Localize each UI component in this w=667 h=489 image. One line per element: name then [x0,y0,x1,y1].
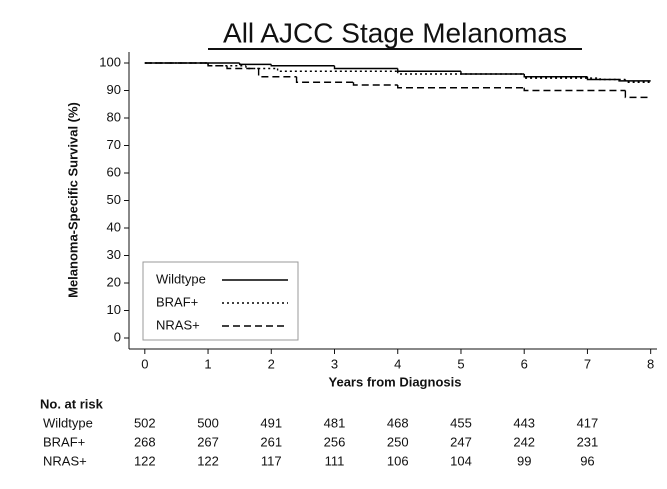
survival-step [207,63,228,67]
survival-step [270,64,335,67]
survival-step [352,82,398,86]
legend-box [142,261,299,341]
y-tick-label: 30 [107,247,121,262]
survival-step [586,76,620,81]
y-tick-label: 100 [99,54,121,69]
risk-row-label: BRAF+ [43,434,85,449]
survival-step [226,65,259,70]
x-tick-label: 1 [204,356,211,371]
x-tick-label: 2 [268,356,275,371]
y-tick-label: 70 [107,137,121,152]
risk-count: 468 [387,415,409,430]
survival-step [599,78,626,81]
y-tick-label: 50 [107,192,121,207]
survival-step [397,71,525,75]
risk-count: 242 [513,434,535,449]
legend-label: NRAS+ [156,317,200,332]
risk-count: 104 [450,453,472,468]
risk-count: 500 [197,415,219,430]
legend-label: Wildtype [156,271,206,286]
survival-step [523,74,601,79]
y-tick-label: 20 [107,274,121,289]
survival-step [624,90,651,99]
risk-table-title: No. at risk [40,396,104,411]
risk-row-label: Wildtype [43,415,93,430]
legend-label: BRAF+ [156,294,198,309]
y-tick-label: 60 [107,164,121,179]
risk-count: 455 [450,415,472,430]
survival-step [238,63,272,66]
risk-count: 443 [513,415,535,430]
x-tick-label: 3 [331,356,338,371]
risk-count: 231 [577,434,599,449]
survival-step [295,76,354,83]
x-tick-label: 6 [521,356,528,371]
survival-step [245,65,278,70]
survival-step [624,79,651,83]
y-tick-label: 90 [107,82,121,97]
y-tick-label: 10 [107,302,121,317]
risk-count: 99 [517,453,531,468]
x-tick-label: 4 [394,356,401,371]
risk-row-label: NRAS+ [43,453,87,468]
survival-step [333,65,398,70]
survival-step [276,68,398,72]
risk-count: 268 [134,434,156,449]
y-tick-label: 40 [107,219,121,234]
x-tick-label: 7 [584,356,591,371]
survival-step [523,87,626,92]
risk-count: 122 [197,453,219,468]
risk-count: 481 [324,415,346,430]
chart-title: All AJCC Stage Melanomas [223,17,567,48]
x-tick-label: 8 [647,356,654,371]
y-axis-label: Melanoma-Specific Survival (%) [65,102,80,298]
risk-count: 267 [197,434,219,449]
x-axis-label: Years from Diagnosis [329,374,462,389]
risk-count: 256 [324,434,346,449]
risk-count: 247 [450,434,472,449]
risk-count: 491 [260,415,282,430]
risk-count: 106 [387,453,409,468]
survival-step [397,85,525,89]
x-tick-label: 0 [141,356,148,371]
risk-count: 111 [325,453,345,468]
survival-step [397,68,461,72]
risk-count: 502 [134,415,156,430]
risk-count: 96 [580,453,594,468]
y-tick-label: 80 [107,109,121,124]
survival-step [523,74,588,78]
survival-step [257,68,297,78]
risk-count: 117 [261,453,282,468]
risk-count: 250 [387,434,409,449]
risk-count: 122 [134,453,156,468]
risk-count: 417 [577,415,599,430]
x-tick-label: 5 [457,356,464,371]
risk-count: 261 [260,434,282,449]
y-tick-label: 0 [114,329,121,344]
